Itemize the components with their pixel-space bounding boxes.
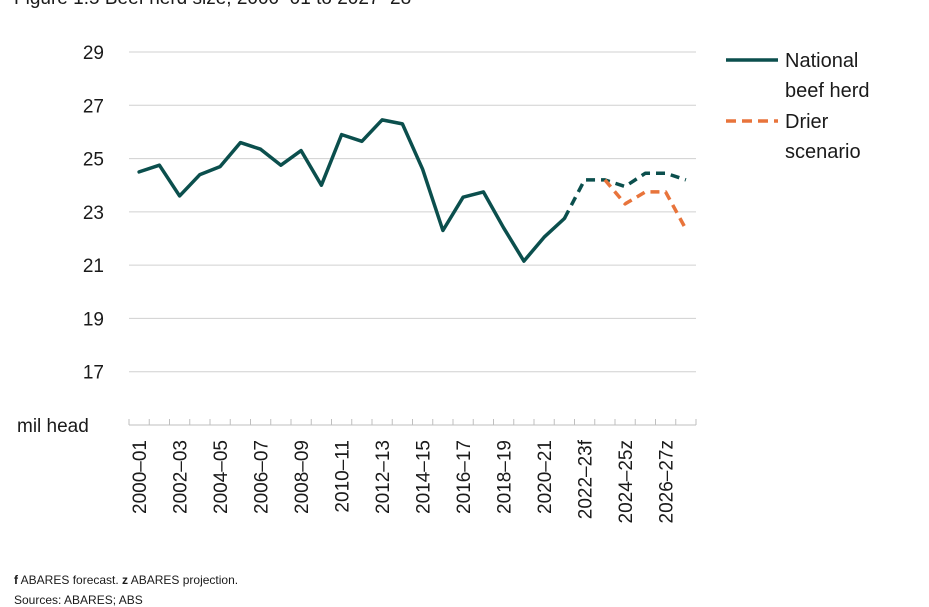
footnote: f ABARES forecast. z ABARES projection. bbox=[14, 573, 238, 587]
x-tick-label: 2026–27z bbox=[657, 440, 678, 523]
x-tick-label: 2002–03 bbox=[171, 440, 192, 514]
footnote-f-key: f bbox=[14, 573, 18, 587]
y-tick-label: 19 bbox=[83, 309, 104, 330]
legend-label: scenario bbox=[785, 141, 861, 163]
x-tick-label: 2024–25z bbox=[616, 440, 637, 523]
legend-label: Drier bbox=[785, 111, 829, 133]
y-tick-label: 21 bbox=[83, 256, 104, 277]
x-tick-label: 2018–19 bbox=[495, 440, 516, 514]
national-beef-herd-line-solid bbox=[137, 118, 567, 263]
footnote-z-key: z bbox=[122, 573, 129, 587]
footnote-z-text: ABARES projection. bbox=[128, 573, 239, 587]
x-tick-label: 2012–13 bbox=[373, 440, 394, 514]
gridlines bbox=[129, 51, 696, 373]
x-axis bbox=[128, 419, 697, 426]
series-lines bbox=[137, 118, 688, 263]
footnote-f-text: ABARES forecast. bbox=[18, 573, 123, 587]
x-tick-label: 2010–11 bbox=[333, 440, 354, 513]
x-tick-label: 2014–15 bbox=[414, 440, 435, 514]
x-tick-label: 2004–05 bbox=[211, 440, 232, 514]
x-axis-tick-labels: 2000–01 2002–03 2004–05 2006–07 2008–09 2010–… bbox=[130, 439, 678, 523]
y-tick-label: 17 bbox=[83, 363, 104, 384]
x-tick-label: 2022–23f bbox=[576, 439, 597, 519]
legend-label: National bbox=[785, 50, 858, 72]
x-tick-label: 2008–09 bbox=[292, 440, 313, 514]
y-tick-label: 29 bbox=[83, 43, 104, 64]
legend-label: beef herd bbox=[785, 80, 870, 102]
y-tick-label: 25 bbox=[83, 150, 104, 171]
y-tick-label: 23 bbox=[83, 203, 104, 224]
chart-title: Figure 1.5 Beef herd size, 2000–01 to 20… bbox=[14, 0, 411, 10]
x-tick-label: 2000–01 bbox=[130, 440, 151, 514]
x-tick-label: 2020–21 bbox=[535, 440, 556, 514]
y-tick-label: 27 bbox=[83, 96, 104, 117]
legend: National beef herd Drier scenario bbox=[726, 50, 870, 163]
source-note: Sources: ABARES; ABS bbox=[14, 593, 143, 607]
y-axis-tick-labels: 17 19 21 23 25 27 29 bbox=[83, 43, 104, 384]
drier-scenario-line bbox=[603, 178, 688, 231]
x-tick-label: 2006–07 bbox=[252, 440, 273, 514]
x-tick-label: 2016–17 bbox=[454, 440, 475, 514]
y-axis-label: mil head bbox=[17, 416, 89, 437]
